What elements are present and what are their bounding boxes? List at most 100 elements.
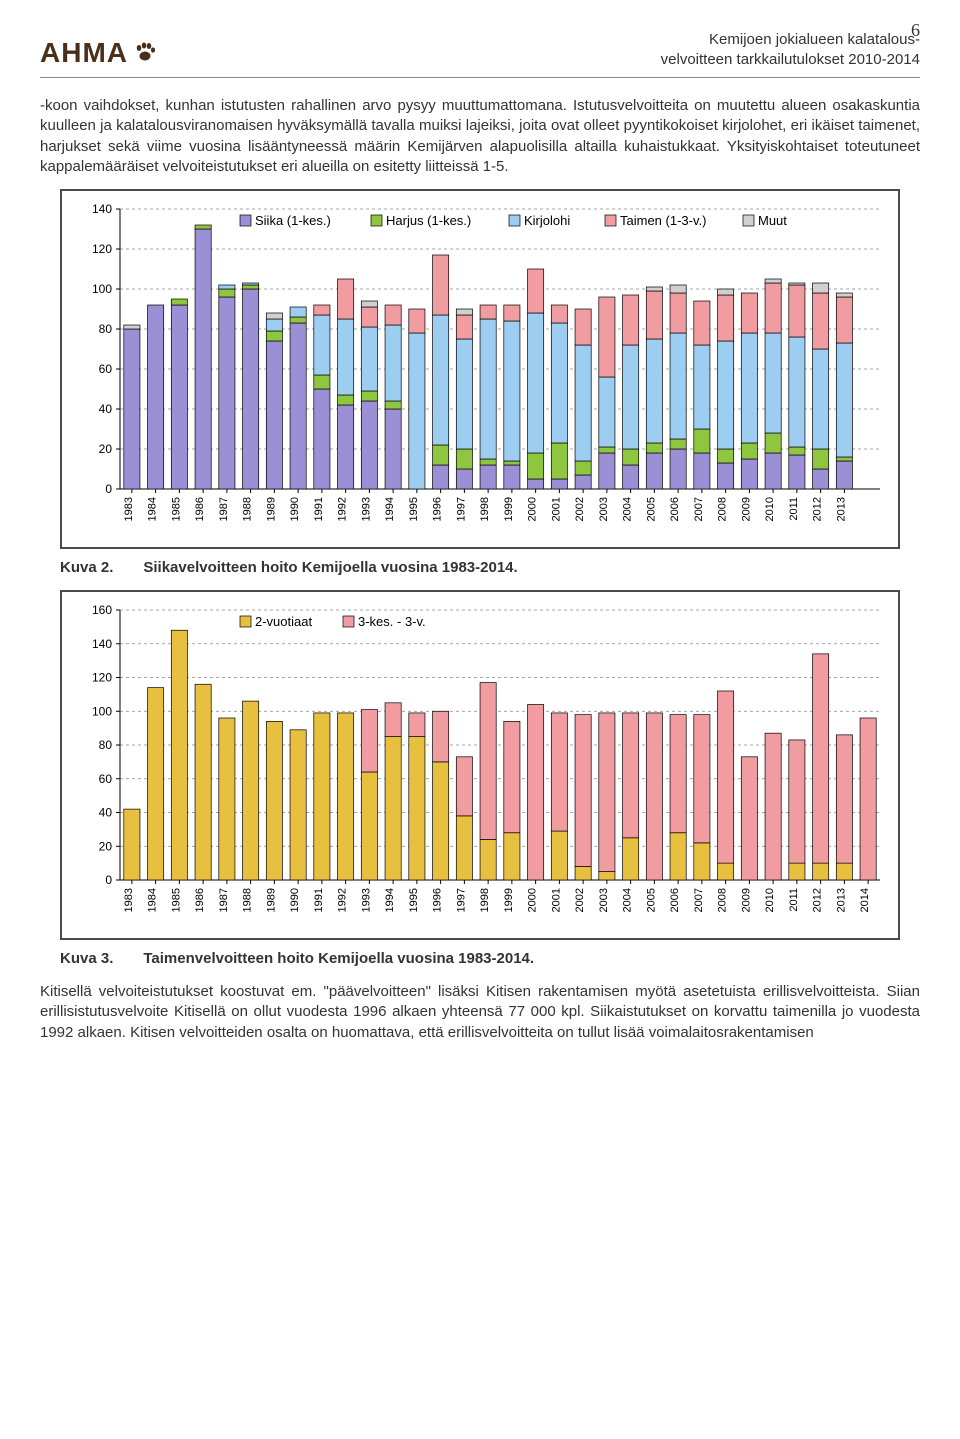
header-subtitle: Kemijoen jokialueen kalatalous- velvoitt… xyxy=(661,30,920,69)
svg-text:1994: 1994 xyxy=(384,497,396,521)
paw-icon xyxy=(132,40,158,66)
svg-text:40: 40 xyxy=(99,806,113,820)
svg-text:Harjus (1-kes.): Harjus (1-kes.) xyxy=(386,213,471,228)
svg-text:2009: 2009 xyxy=(740,888,752,912)
svg-text:1990: 1990 xyxy=(289,497,301,521)
svg-text:2007: 2007 xyxy=(693,888,705,912)
svg-text:2011: 2011 xyxy=(788,497,800,521)
svg-text:2013: 2013 xyxy=(835,888,847,912)
svg-text:2013: 2013 xyxy=(835,497,847,521)
svg-text:2001: 2001 xyxy=(550,497,562,521)
svg-text:Kirjolohi: Kirjolohi xyxy=(524,213,570,228)
svg-text:1991: 1991 xyxy=(313,888,325,912)
svg-text:2004: 2004 xyxy=(622,888,634,912)
svg-text:1985: 1985 xyxy=(170,497,182,521)
svg-text:1998: 1998 xyxy=(479,888,491,912)
svg-text:1989: 1989 xyxy=(265,497,277,521)
header-rule xyxy=(40,77,920,78)
paragraph-2: Kitisellä velvoiteistutukset koostuvat e… xyxy=(40,982,920,1043)
svg-text:1987: 1987 xyxy=(218,888,230,912)
svg-text:2014: 2014 xyxy=(859,888,871,912)
svg-text:1987: 1987 xyxy=(218,497,230,521)
svg-text:2003: 2003 xyxy=(598,497,610,521)
svg-text:1999: 1999 xyxy=(503,888,515,912)
fig2-caption: Siikavelvoitteen hoito Kemijoella vuosin… xyxy=(143,559,517,576)
svg-text:100: 100 xyxy=(92,704,112,718)
svg-text:Taimen (1-3-v.): Taimen (1-3-v.) xyxy=(620,213,706,228)
svg-text:Siika (1-kes.): Siika (1-kes.) xyxy=(255,213,331,228)
svg-text:2007: 2007 xyxy=(693,497,705,521)
svg-text:1996: 1996 xyxy=(432,497,444,521)
svg-text:1991: 1991 xyxy=(313,497,325,521)
fig3-caption: Taimenvelvoitteen hoito Kemijoella vuosi… xyxy=(143,950,534,967)
svg-text:1983: 1983 xyxy=(123,888,135,912)
svg-text:1996: 1996 xyxy=(432,888,444,912)
svg-text:40: 40 xyxy=(99,402,113,416)
svg-text:1994: 1994 xyxy=(384,888,396,912)
svg-text:2012: 2012 xyxy=(812,888,824,912)
svg-text:1995: 1995 xyxy=(408,888,420,912)
svg-text:1993: 1993 xyxy=(360,888,372,912)
svg-text:1992: 1992 xyxy=(337,888,349,912)
svg-text:1985: 1985 xyxy=(170,888,182,912)
svg-text:120: 120 xyxy=(92,671,112,685)
svg-text:0: 0 xyxy=(105,873,112,887)
caption-3: Kuva 3. Taimenvelvoitteen hoito Kemijoel… xyxy=(60,950,900,967)
figure-3-box: 0204060801001201401601983198419851986198… xyxy=(60,590,900,940)
svg-text:1988: 1988 xyxy=(242,888,254,912)
svg-text:80: 80 xyxy=(99,738,113,752)
svg-text:1998: 1998 xyxy=(479,497,491,521)
svg-text:3-kes. - 3-v.: 3-kes. - 3-v. xyxy=(358,614,426,629)
svg-text:2003: 2003 xyxy=(598,888,610,912)
svg-text:20: 20 xyxy=(99,442,113,456)
paragraph-1: -koon vaihdokset, kunhan istutusten raha… xyxy=(40,96,920,177)
svg-text:120: 120 xyxy=(92,242,112,256)
svg-text:1997: 1997 xyxy=(455,497,467,521)
svg-text:1986: 1986 xyxy=(194,497,206,521)
svg-text:2006: 2006 xyxy=(669,497,681,521)
svg-text:2011: 2011 xyxy=(788,888,800,912)
header: AHMA Kemijoen jokialueen kalatalous- vel… xyxy=(40,30,920,69)
svg-text:100: 100 xyxy=(92,282,112,296)
svg-text:80: 80 xyxy=(99,322,113,336)
svg-text:2008: 2008 xyxy=(717,497,729,521)
fig3-label: Kuva 3. xyxy=(60,950,113,967)
svg-text:1986: 1986 xyxy=(194,888,206,912)
svg-text:1984: 1984 xyxy=(147,888,159,912)
svg-text:1993: 1993 xyxy=(360,497,372,521)
svg-text:1997: 1997 xyxy=(455,888,467,912)
logo-text: AHMA xyxy=(40,37,128,69)
chart-1: 0 20 40 60 80 100 120 140 1983 1984 1985 1986 1987 19… xyxy=(70,199,890,539)
svg-text:140: 140 xyxy=(92,637,112,651)
header-line2: velvoitteen tarkkailutulokset 2010-2014 xyxy=(661,50,920,70)
svg-text:2005: 2005 xyxy=(645,497,657,521)
svg-text:1990: 1990 xyxy=(289,888,301,912)
svg-text:1983: 1983 xyxy=(123,497,135,521)
svg-text:2002: 2002 xyxy=(574,888,586,912)
svg-text:2004: 2004 xyxy=(622,497,634,521)
svg-text:2008: 2008 xyxy=(717,888,729,912)
page-number: 6 xyxy=(911,20,920,41)
svg-text:1995: 1995 xyxy=(408,497,420,521)
chart-2: 0204060801001201401601983198419851986198… xyxy=(70,600,890,930)
svg-text:2012: 2012 xyxy=(812,497,824,521)
figure-2-box: 0 20 40 60 80 100 120 140 1983 1984 1985 1986 1987 19… xyxy=(60,189,900,549)
caption-2: Kuva 2. Siikavelvoitteen hoito Kemijoell… xyxy=(60,559,900,576)
svg-text:2010: 2010 xyxy=(764,888,776,912)
svg-text:1989: 1989 xyxy=(265,888,277,912)
svg-text:140: 140 xyxy=(92,202,112,216)
svg-text:Muut: Muut xyxy=(758,213,787,228)
svg-text:0: 0 xyxy=(105,482,112,496)
svg-text:160: 160 xyxy=(92,603,112,617)
svg-text:2009: 2009 xyxy=(740,497,752,521)
svg-text:1984: 1984 xyxy=(147,497,159,521)
fig2-label: Kuva 2. xyxy=(60,559,113,576)
svg-text:20: 20 xyxy=(99,839,113,853)
svg-text:2002: 2002 xyxy=(574,497,586,521)
svg-text:60: 60 xyxy=(99,362,113,376)
svg-text:1988: 1988 xyxy=(242,497,254,521)
svg-text:2010: 2010 xyxy=(764,497,776,521)
logo: AHMA xyxy=(40,37,158,69)
svg-text:2006: 2006 xyxy=(669,888,681,912)
svg-text:1992: 1992 xyxy=(337,497,349,521)
